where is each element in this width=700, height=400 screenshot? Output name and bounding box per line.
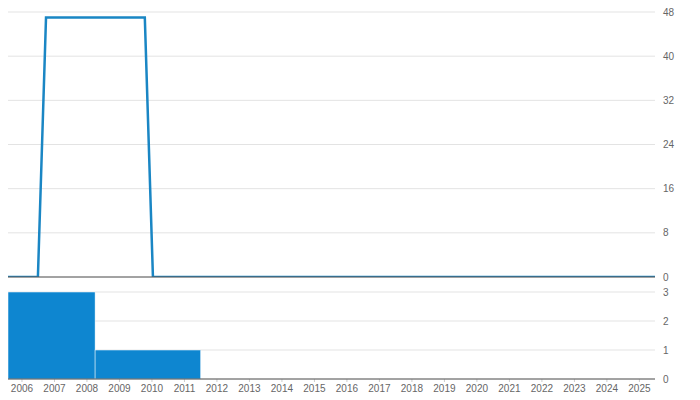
x-tick-label: 2013 xyxy=(238,383,261,394)
grid-line xyxy=(8,188,655,189)
grid-line xyxy=(8,379,655,380)
grid-line xyxy=(8,232,655,233)
histogram-bar xyxy=(8,292,95,379)
x-tick-label: 2023 xyxy=(563,383,586,394)
panel-0: 0 8 16 24 32 40 48 xyxy=(8,7,675,283)
x-tick-label: 2020 xyxy=(466,383,489,394)
grid-line xyxy=(8,12,655,13)
chart-root: 0 8 16 24 32 40 48 0 1 2 3 2006 2007 2008 2009 2010 2011… xyxy=(0,0,700,400)
y-tick-label: 32 xyxy=(663,95,675,106)
x-tick-label: 2021 xyxy=(498,383,521,394)
x-axis-line xyxy=(8,379,655,380)
y-tick-label: 3 xyxy=(663,287,669,298)
y-tick-label: 24 xyxy=(663,139,675,150)
x-tick-label: 2009 xyxy=(108,383,131,394)
y-tick-label: 48 xyxy=(663,7,675,18)
x-tick-label: 2016 xyxy=(336,383,359,394)
x-tick-label: 2025 xyxy=(628,383,651,394)
x-tick-label: 2011 xyxy=(174,383,196,394)
x-tick-label: 2014 xyxy=(271,383,294,394)
plot-area xyxy=(8,292,201,379)
grid-line xyxy=(8,144,655,145)
grid-line xyxy=(8,56,655,57)
x-tick-label: 2024 xyxy=(596,383,619,394)
grid-line xyxy=(8,292,655,293)
y-tick-label: 8 xyxy=(663,227,669,238)
x-tick-label: 2019 xyxy=(433,383,456,394)
panel-1: 0 1 2 3 2006 2007 2008 2009 2010 2011 2012 2013 2014… xyxy=(8,287,669,395)
x-tick-label: 2015 xyxy=(303,383,326,394)
y-tick-label: 0 xyxy=(663,374,669,385)
grid-line xyxy=(8,277,655,278)
y-tick-label: 16 xyxy=(663,183,675,194)
x-tick-label: 2010 xyxy=(141,383,164,394)
histogram-bar xyxy=(95,350,201,379)
y-tick-label: 40 xyxy=(663,51,675,62)
plot-area xyxy=(8,18,655,277)
grid-line xyxy=(8,100,655,101)
x-tick-label: 2008 xyxy=(76,383,99,394)
x-tick-label: 2022 xyxy=(531,383,554,394)
grid-line xyxy=(8,321,655,322)
x-tick-label: 2018 xyxy=(401,383,424,394)
x-tick-label: 2007 xyxy=(43,383,66,394)
y-tick-label: 0 xyxy=(663,272,669,283)
y-tick-label: 2 xyxy=(663,316,669,327)
x-axis-line xyxy=(8,277,655,278)
y-tick-label: 1 xyxy=(663,345,669,356)
x-tick-label: 2006 xyxy=(11,383,34,394)
line-series xyxy=(8,18,655,277)
x-tick-label: 2012 xyxy=(206,383,229,394)
x-tick-label: 2017 xyxy=(368,383,391,394)
